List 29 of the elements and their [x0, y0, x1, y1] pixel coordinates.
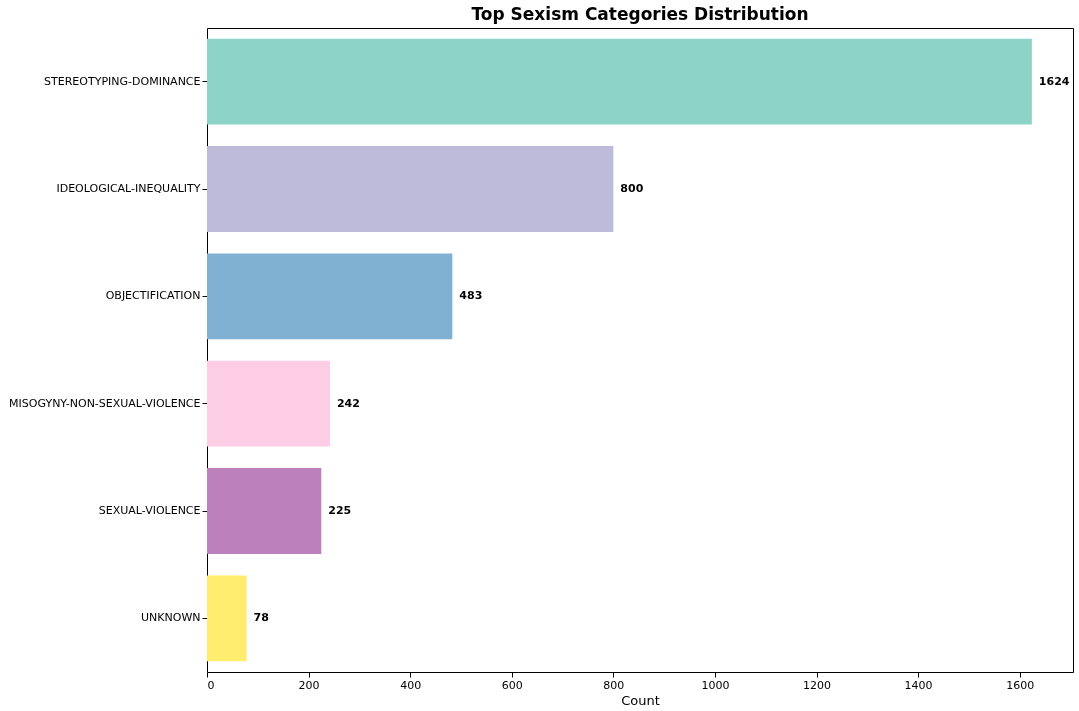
data-label: 1624 [1038, 74, 1070, 88]
chart-title: Top Sexism Categories Distribution [471, 4, 809, 24]
x-tick-label: 1200 [803, 678, 831, 692]
bar [207, 253, 453, 340]
data-label: 800 [620, 182, 644, 195]
data-label: 225 [328, 504, 352, 517]
y-tick-label: STEREOTYPING-DOMINANCE [44, 74, 201, 88]
x-axis-title: Count [621, 692, 660, 708]
data-label: 483 [459, 289, 483, 303]
y-tick-label: IDEOLOGICAL-INEQUALITY [56, 182, 201, 195]
bar [207, 575, 247, 662]
x-tick-label: 1600 [1006, 678, 1035, 692]
bar [207, 38, 1032, 125]
x-tick-label: 1000 [701, 678, 730, 692]
data-label: 242 [336, 396, 360, 410]
x-tick-label: 400 [400, 678, 422, 692]
x-tick-label: 1400 [904, 678, 933, 692]
y-tick-label: UNKNOWN [141, 611, 201, 625]
x-tick-label: 200 [298, 678, 320, 692]
x-tick-label: 600 [501, 678, 523, 692]
y-tick-label: MISOGYNY-NON-SEXUAL-VIOLENCE [9, 396, 201, 410]
bar [207, 468, 322, 554]
bar [207, 360, 330, 447]
x-tick-label: 800 [603, 678, 625, 692]
bar [207, 146, 614, 232]
data-label: 78 [253, 611, 269, 625]
y-tick-label: OBJECTIFICATION [105, 289, 201, 303]
y-tick-label: SEXUAL-VIOLENCE [98, 504, 201, 517]
x-tick-label: 0 [207, 678, 215, 692]
